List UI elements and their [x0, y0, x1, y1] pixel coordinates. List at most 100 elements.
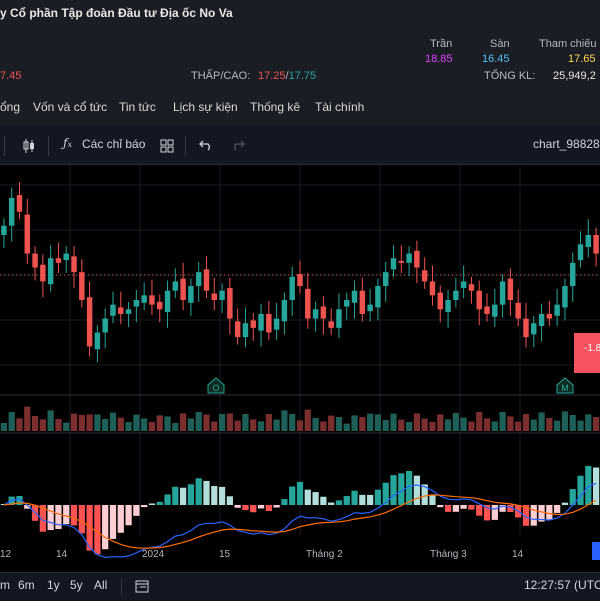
volume-bar	[218, 414, 226, 431]
candle	[141, 295, 147, 303]
range-button[interactable]: m	[0, 578, 10, 592]
volume-bar	[421, 418, 428, 431]
time-axis: 12 14 2024 15 Tháng 2 Tháng 3 14	[0, 549, 524, 560]
macd-histogram-bar	[234, 505, 241, 508]
macd-histogram-bar	[444, 505, 452, 512]
candle	[429, 281, 436, 296]
price-tag: -1.8	[574, 333, 600, 373]
tab-statistics[interactable]: Thống kê	[250, 100, 301, 114]
volume-bar	[359, 417, 366, 431]
macd-histogram-bar	[86, 505, 93, 551]
macd-histogram-bar	[569, 489, 576, 505]
volume-bar	[413, 413, 420, 431]
footer-divider	[121, 579, 122, 595]
candle	[63, 253, 69, 261]
candle	[336, 309, 342, 328]
volume-bar	[195, 412, 202, 431]
macd-histogram-bar	[226, 496, 233, 505]
candle	[468, 284, 475, 291]
time-label: 15	[219, 549, 231, 560]
event-marker-o-text: O	[212, 383, 219, 393]
event-marker-m-text: M	[561, 383, 569, 393]
tab-news[interactable]: Tin tức	[119, 100, 156, 114]
volume-bar	[296, 420, 304, 431]
volume-bar	[117, 417, 124, 431]
volume-bar	[483, 418, 491, 431]
candle	[484, 306, 490, 314]
candle	[562, 286, 568, 308]
ceiling-label: Trần	[430, 38, 453, 50]
signal-line	[3, 494, 597, 549]
macd-histogram-bar	[78, 505, 85, 534]
floor-value: 16.45	[482, 53, 510, 65]
volume-bar	[31, 416, 39, 431]
macd-histogram-bar	[398, 473, 405, 505]
macd-histogram-bar	[374, 489, 382, 505]
volume-bar	[8, 412, 15, 431]
macd-histogram-bar	[296, 481, 304, 505]
range-button-all[interactable]: All	[94, 578, 108, 592]
volume-bar	[429, 422, 436, 431]
volume-bar	[507, 416, 514, 431]
volume-bar	[367, 413, 374, 431]
toolbar-divider	[4, 136, 5, 156]
range-button-5y[interactable]: 5y	[70, 578, 83, 592]
tab-event-calendar[interactable]: Lịch sự kiện	[173, 100, 238, 114]
macd-histogram-bar	[429, 495, 436, 505]
candle	[102, 318, 108, 333]
volume-bar	[86, 414, 93, 431]
chart-canvas[interactable]: O M -1.8 12 14 2024 15 Tháng 2 Tháng 3 1…	[0, 165, 600, 575]
time-label: 12	[0, 549, 12, 560]
undo-icon[interactable]	[199, 139, 213, 151]
volume-bar	[343, 423, 350, 431]
macd-histogram-bar	[312, 492, 319, 505]
indicators-button[interactable]: Các chỉ báo	[82, 137, 146, 151]
candle	[398, 261, 405, 263]
redo-icon[interactable]	[231, 139, 245, 151]
candle	[507, 278, 514, 300]
macd-histogram-bar	[250, 505, 257, 513]
macd-histogram-bar	[390, 475, 397, 505]
candlestick-type-icon[interactable]	[22, 138, 36, 154]
floor-label: Sàn	[490, 38, 510, 50]
range-button-1y[interactable]: 1y	[47, 578, 60, 592]
ceiling-value: 18.85	[425, 53, 453, 65]
tab-financials[interactable]: Tài chính	[315, 100, 365, 114]
volume-bar	[203, 414, 210, 431]
candle	[570, 262, 576, 287]
event-marker-o[interactable]: O	[207, 377, 225, 394]
tab-capital-dividends[interactable]: Vốn và cổ tức	[33, 100, 108, 114]
volume-bar	[78, 415, 85, 431]
macd-histogram-bar	[102, 505, 109, 550]
tab-overview[interactable]: ổng	[0, 100, 21, 114]
volume-bar	[398, 419, 405, 431]
macd-histogram-bar	[554, 505, 561, 513]
volume-bar	[515, 421, 522, 431]
candle	[234, 321, 241, 338]
layout-grid-icon[interactable]	[160, 139, 174, 153]
candle	[281, 300, 288, 322]
volume-bar	[273, 419, 280, 431]
macd-histogram-bar	[218, 486, 226, 505]
candle	[8, 197, 15, 226]
function-icon[interactable]: ƒx	[63, 136, 72, 150]
macd-histogram-bar	[499, 505, 506, 512]
price-chart[interactable]: O M -1.8 12 14 2024 15 Tháng 2 Tháng 3 1…	[0, 165, 600, 575]
volume-bar	[382, 420, 389, 431]
macd-histogram-bar	[156, 501, 163, 505]
date-range-icon[interactable]	[135, 579, 149, 593]
macd-histogram-bar	[273, 505, 280, 508]
event-marker-m[interactable]: M	[556, 377, 574, 394]
candle	[24, 214, 30, 254]
volume-bar	[94, 414, 101, 431]
volume-bar	[265, 414, 272, 431]
candle	[242, 323, 249, 338]
macd-histogram-bar	[468, 505, 475, 510]
candle	[188, 286, 194, 303]
candle	[593, 235, 599, 254]
macd-histogram-bar	[421, 484, 428, 505]
candle	[32, 253, 38, 268]
candle	[554, 304, 560, 316]
range-button-6m[interactable]: 6m	[18, 578, 35, 592]
candle	[55, 258, 62, 263]
